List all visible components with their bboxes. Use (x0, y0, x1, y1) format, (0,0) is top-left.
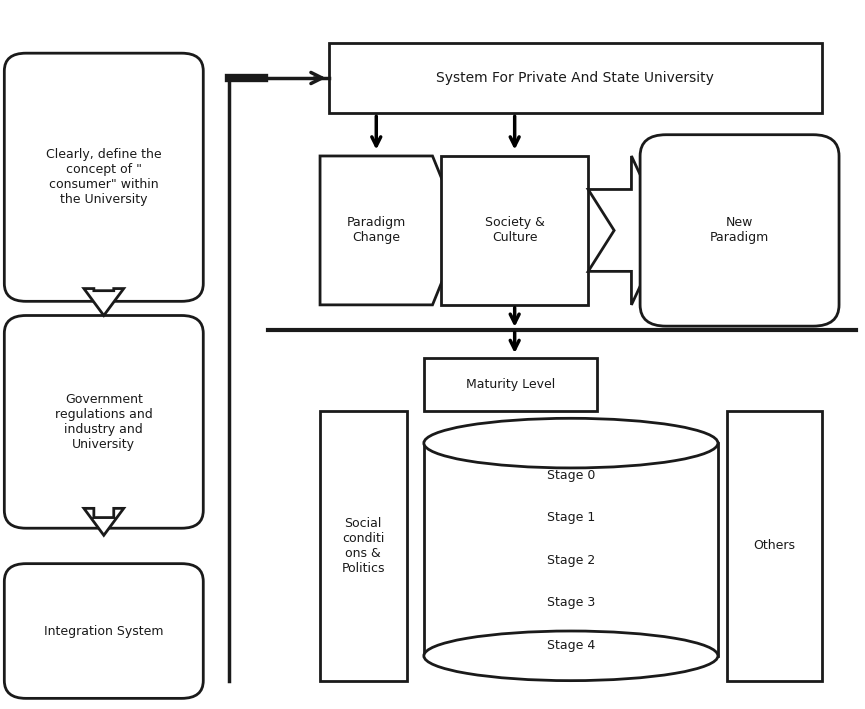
Bar (441, 156, 588, 305)
Bar (727, 411, 822, 681)
Text: Stage 3: Stage 3 (547, 596, 595, 609)
Text: Society &
Culture: Society & Culture (484, 216, 545, 245)
Text: System For Private And State University: System For Private And State University (436, 71, 714, 85)
Text: Stage 0: Stage 0 (547, 469, 595, 481)
FancyBboxPatch shape (4, 316, 203, 528)
FancyBboxPatch shape (4, 564, 203, 698)
Polygon shape (588, 156, 666, 305)
Text: Stage 2: Stage 2 (547, 554, 595, 566)
Text: Stage 4: Stage 4 (547, 639, 595, 652)
Ellipse shape (424, 631, 718, 681)
Polygon shape (84, 289, 124, 316)
Bar (329, 43, 822, 113)
Bar (424, 358, 597, 411)
Text: Paradigm
Change: Paradigm Change (347, 216, 406, 245)
Polygon shape (84, 508, 124, 535)
Text: Maturity Level: Maturity Level (465, 378, 555, 391)
Bar (320, 411, 407, 681)
Text: Government
regulations and
industry and
University: Government regulations and industry and … (54, 393, 153, 451)
Text: Social
conditi
ons &
Politics: Social conditi ons & Politics (342, 517, 385, 575)
Text: New
Paradigm: New Paradigm (710, 216, 769, 245)
Text: Integration System: Integration System (44, 625, 163, 637)
Text: Clearly, define the
concept of "
consumer" within
the University: Clearly, define the concept of " consume… (46, 148, 162, 206)
FancyBboxPatch shape (640, 135, 839, 326)
Ellipse shape (424, 418, 718, 468)
Text: Others: Others (753, 540, 795, 552)
Text: Stage 1: Stage 1 (547, 511, 595, 524)
Polygon shape (320, 156, 463, 305)
FancyBboxPatch shape (4, 53, 203, 301)
